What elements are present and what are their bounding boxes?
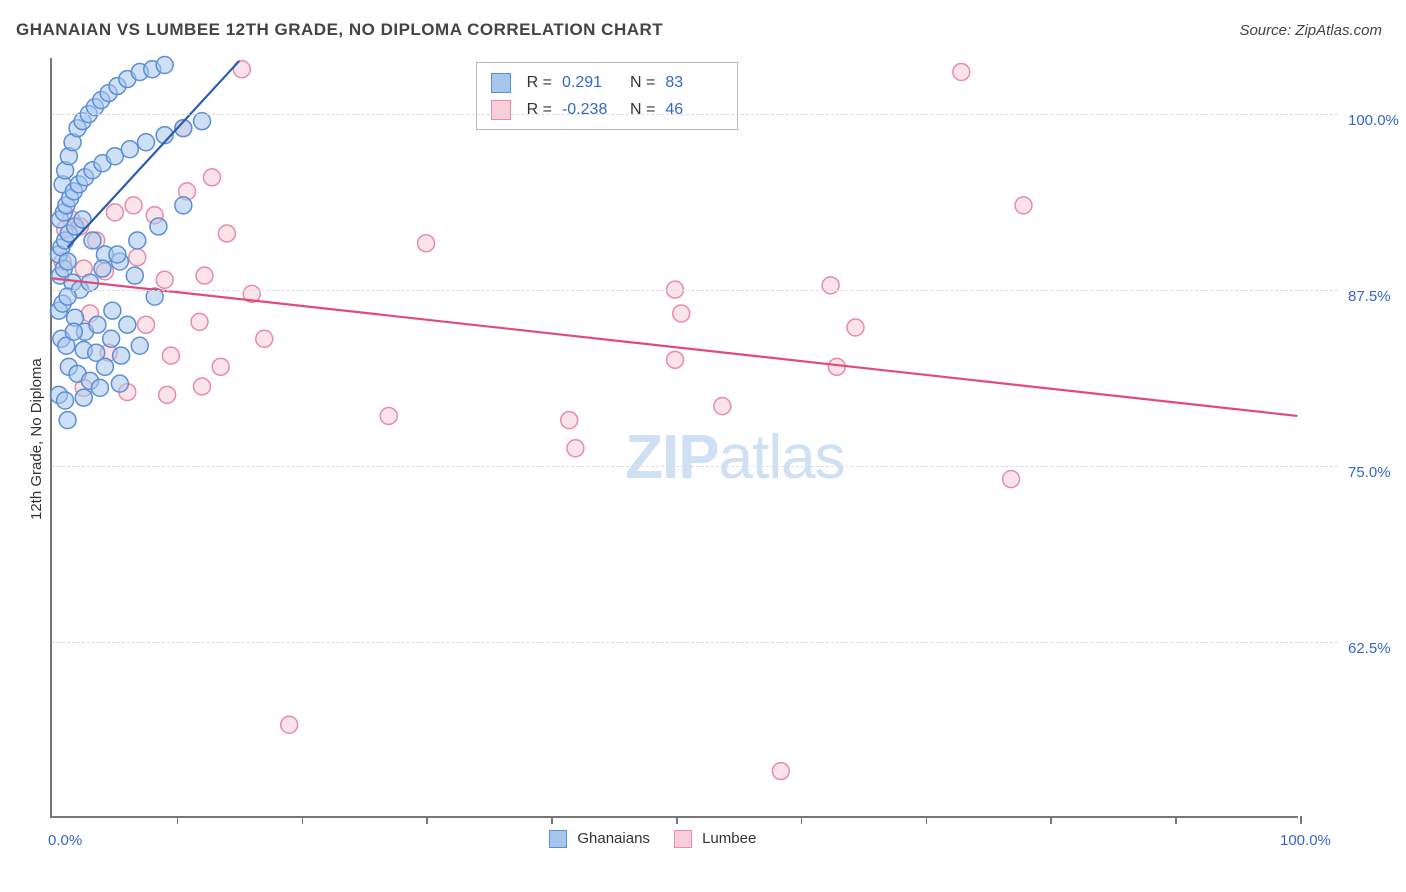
- scatter-point: [673, 305, 690, 322]
- swatch-ghanaians-icon: [491, 73, 511, 93]
- scatter-point: [281, 716, 298, 733]
- scatter-point: [218, 225, 235, 242]
- scatter-svg: [52, 58, 1298, 816]
- x-tick: [177, 816, 179, 824]
- scatter-point: [138, 134, 155, 151]
- scatter-point: [822, 277, 839, 294]
- x-tick: [302, 816, 304, 824]
- scatter-point: [129, 232, 146, 249]
- scatter-point: [714, 398, 731, 415]
- scatter-point: [59, 253, 76, 270]
- n-label-2: N =: [630, 96, 655, 123]
- scatter-point: [126, 267, 143, 284]
- scatter-point: [65, 323, 82, 340]
- n-value-ghanaians: 83: [665, 69, 723, 96]
- trend-line: [53, 278, 1298, 416]
- gridline: [52, 466, 1338, 467]
- x-tick: [1175, 816, 1177, 824]
- y-tick-label: 100.0%: [1348, 112, 1399, 129]
- scatter-point: [203, 169, 220, 186]
- scatter-point: [89, 316, 106, 333]
- scatter-point: [667, 351, 684, 368]
- scatter-point: [772, 763, 789, 780]
- scatter-point: [567, 440, 584, 457]
- scatter-point: [156, 271, 173, 288]
- scatter-point: [111, 375, 128, 392]
- chart-title: GHANAIAN VS LUMBEE 12TH GRADE, NO DIPLOM…: [16, 20, 663, 40]
- scatter-point: [212, 358, 229, 375]
- swatch-lumbee-icon: [491, 100, 511, 120]
- scatter-point: [138, 316, 155, 333]
- r-value-lumbee: -0.238: [562, 96, 620, 123]
- x-tick: [926, 816, 928, 824]
- scatter-point: [91, 379, 108, 396]
- scatter-point: [84, 232, 101, 249]
- source-attribution: Source: ZipAtlas.com: [1239, 22, 1382, 39]
- scatter-point: [953, 64, 970, 81]
- x-tick: [801, 816, 803, 824]
- scatter-point: [256, 330, 273, 347]
- stat-row-lumbee: R = -0.238 N = 46: [491, 96, 724, 123]
- r-label-2: R =: [527, 96, 552, 123]
- n-label: N =: [630, 69, 655, 96]
- series-legend: Ghanaians Lumbee: [549, 830, 756, 848]
- scatter-point: [150, 218, 167, 235]
- scatter-point: [191, 313, 208, 330]
- x-tick: [1050, 816, 1052, 824]
- scatter-point: [104, 302, 121, 319]
- scatter-point: [1015, 197, 1032, 214]
- gridline: [52, 114, 1338, 115]
- r-value-ghanaians: 0.291: [562, 69, 620, 96]
- x-axis-min-label: 0.0%: [48, 832, 82, 849]
- legend-label-ghanaians: Ghanaians: [577, 830, 650, 847]
- scatter-point: [103, 330, 120, 347]
- plot-area: ZIPatlas R = 0.291 N = 83 R = -0.238 N =…: [50, 58, 1298, 818]
- x-tick: [1300, 816, 1302, 824]
- scatter-point: [159, 386, 176, 403]
- gridline: [52, 642, 1338, 643]
- legend-item-lumbee: Lumbee: [674, 830, 756, 848]
- n-value-lumbee: 46: [665, 96, 723, 123]
- scatter-point: [121, 141, 138, 158]
- gridline: [52, 290, 1338, 291]
- scatter-point: [129, 249, 146, 266]
- scatter-point: [96, 358, 113, 375]
- x-tick: [426, 816, 428, 824]
- y-tick-label: 75.0%: [1348, 464, 1391, 481]
- scatter-point: [106, 204, 123, 221]
- scatter-point: [94, 260, 111, 277]
- scatter-point: [561, 412, 578, 429]
- scatter-point: [119, 316, 136, 333]
- scatter-point: [162, 347, 179, 364]
- legend-item-ghanaians: Ghanaians: [549, 830, 650, 848]
- scatter-point: [380, 407, 397, 424]
- r-label: R =: [527, 69, 552, 96]
- y-axis-title: 12th Grade, No Diploma: [28, 358, 45, 520]
- scatter-point: [418, 235, 435, 252]
- stat-legend: R = 0.291 N = 83 R = -0.238 N = 46: [476, 62, 739, 130]
- x-tick: [551, 816, 553, 824]
- scatter-point: [131, 337, 148, 354]
- scatter-point: [847, 319, 864, 336]
- x-tick: [676, 816, 678, 824]
- x-axis-max-label: 100.0%: [1280, 832, 1331, 849]
- scatter-point: [125, 197, 142, 214]
- scatter-point: [59, 412, 76, 429]
- legend-label-lumbee: Lumbee: [702, 830, 756, 847]
- y-tick-label: 87.5%: [1348, 288, 1391, 305]
- scatter-point: [194, 378, 211, 395]
- scatter-point: [109, 246, 126, 263]
- legend-swatch-ghanaians-icon: [549, 830, 567, 848]
- y-tick-label: 62.5%: [1348, 640, 1391, 657]
- scatter-point: [1003, 471, 1020, 488]
- scatter-point: [57, 392, 74, 409]
- scatter-point: [113, 347, 130, 364]
- scatter-point: [175, 197, 192, 214]
- scatter-point: [75, 389, 92, 406]
- scatter-point: [196, 267, 213, 284]
- stat-row-ghanaians: R = 0.291 N = 83: [491, 69, 724, 96]
- scatter-point: [156, 57, 173, 74]
- legend-swatch-lumbee-icon: [674, 830, 692, 848]
- scatter-point: [828, 358, 845, 375]
